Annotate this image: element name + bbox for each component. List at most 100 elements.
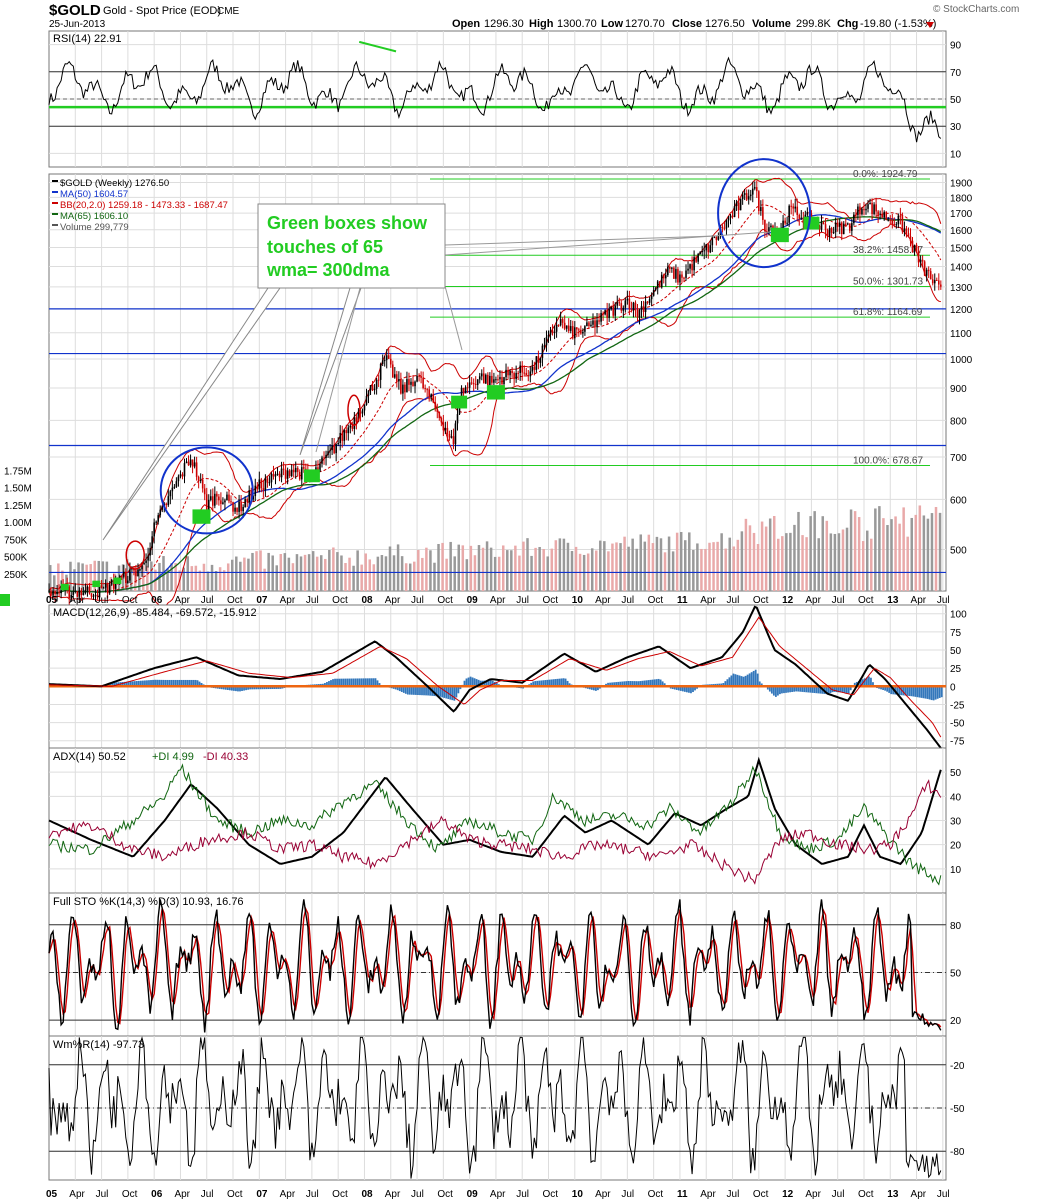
x-axis-label: Jul [621, 1189, 634, 1200]
candle-body [620, 303, 623, 311]
candle-body [561, 319, 564, 323]
macd-histogram-bar [754, 669, 757, 687]
volume-bar [97, 560, 101, 591]
x-axis-label: Apr [69, 1189, 85, 1200]
macd-histogram-bar [471, 677, 474, 687]
blue-circle [159, 446, 254, 535]
candle-body [476, 379, 479, 385]
candle-body [137, 569, 139, 577]
candle-body [214, 493, 216, 506]
volume-tick-label: 1.00M [4, 518, 32, 529]
macd-histogram-bar [740, 676, 743, 687]
volume-bar [890, 519, 893, 591]
candle-body [414, 381, 416, 387]
volume-bar [356, 550, 359, 591]
candle-body [129, 569, 131, 581]
macd-histogram-bar [870, 677, 872, 687]
candle-body [693, 257, 695, 271]
candle-body [84, 589, 87, 593]
x-axis-label: Jul [411, 595, 424, 606]
volume-bar [186, 556, 190, 591]
candle-body [909, 236, 912, 241]
macd-histogram-bar [805, 686, 808, 693]
macd-histogram-bar [487, 680, 490, 687]
candle-body [580, 329, 582, 334]
candle-body [385, 355, 388, 361]
chart-symbol: $GOLD [49, 2, 101, 19]
volume-bar [627, 546, 630, 591]
candle-body [913, 244, 916, 253]
volume-bar [805, 537, 808, 591]
x-axis-label: Jul [201, 1189, 214, 1200]
candle-body [586, 322, 588, 327]
macd-histogram-bar [495, 683, 498, 687]
candle-body [640, 306, 643, 310]
volume-bar [861, 541, 865, 591]
candle-body [853, 214, 855, 224]
macd-histogram-bar [196, 680, 199, 687]
macd-histogram-bar [681, 686, 684, 692]
volume-bar [813, 511, 816, 591]
macd-tick-label: 100 [950, 610, 967, 621]
candle-body [527, 375, 530, 377]
macd-histogram-bar [817, 686, 820, 694]
volume-bar [700, 548, 703, 591]
x-axis-label: 11 [677, 1189, 688, 1200]
price-tick-label: 1000 [950, 355, 973, 366]
candle-body [685, 270, 687, 278]
volume-bar [469, 545, 473, 591]
candle-body [511, 370, 513, 374]
candle-body [197, 476, 200, 481]
volume-bar [85, 564, 88, 591]
candle-body [828, 228, 831, 237]
candle-body [873, 204, 875, 215]
volume-bar [336, 552, 339, 591]
candle-body [454, 423, 457, 445]
candle-body [472, 383, 475, 385]
price-tick-label: 1600 [950, 226, 973, 237]
candle-body [303, 467, 305, 469]
rsi-tick-label: 50 [950, 95, 962, 106]
volume-bar [506, 550, 509, 591]
x-axis-label: Jul [306, 595, 319, 606]
candle-body [52, 590, 54, 596]
volume-bar [319, 555, 323, 591]
x-axis-label: Apr [911, 1189, 927, 1200]
candle-body [74, 591, 77, 593]
macd-histogram-bar [904, 686, 907, 696]
volume-bar [311, 551, 315, 591]
candle-body [436, 408, 439, 413]
volume-bar [870, 538, 873, 591]
volume-bar [789, 532, 792, 591]
candle-body [859, 206, 861, 215]
volume-tick-label: 1.50M [4, 484, 32, 495]
volume-bar [756, 543, 760, 591]
price-tick-label: 1400 [950, 262, 973, 273]
x-axis-label: Jul [937, 1189, 950, 1200]
candle-body [515, 372, 517, 380]
annotation-line-3: wma= 300dma [266, 260, 391, 280]
candle-body [448, 433, 451, 438]
macd-histogram-bar [475, 679, 478, 687]
candle-body [78, 590, 81, 597]
candle-body [751, 188, 754, 195]
candle-body [228, 494, 230, 502]
candle-body [347, 427, 350, 434]
volume-bar [437, 543, 440, 591]
candle-body [80, 590, 83, 596]
candle-body [551, 330, 554, 334]
candle-body [256, 485, 259, 490]
macd-histogram-bar [936, 686, 939, 699]
candle-body [452, 436, 455, 445]
candle-body [432, 394, 435, 403]
close-value: 1276.50 [705, 18, 745, 30]
macd-histogram-bar [609, 682, 611, 687]
candle-body [242, 506, 244, 512]
macd-histogram-bar [396, 686, 399, 691]
candle-body [646, 301, 649, 303]
x-axis-label: Apr [700, 595, 716, 606]
macd-histogram-bar [809, 686, 812, 693]
volume-bar [728, 537, 731, 591]
candle-body [387, 355, 390, 359]
candle-body [157, 515, 160, 522]
